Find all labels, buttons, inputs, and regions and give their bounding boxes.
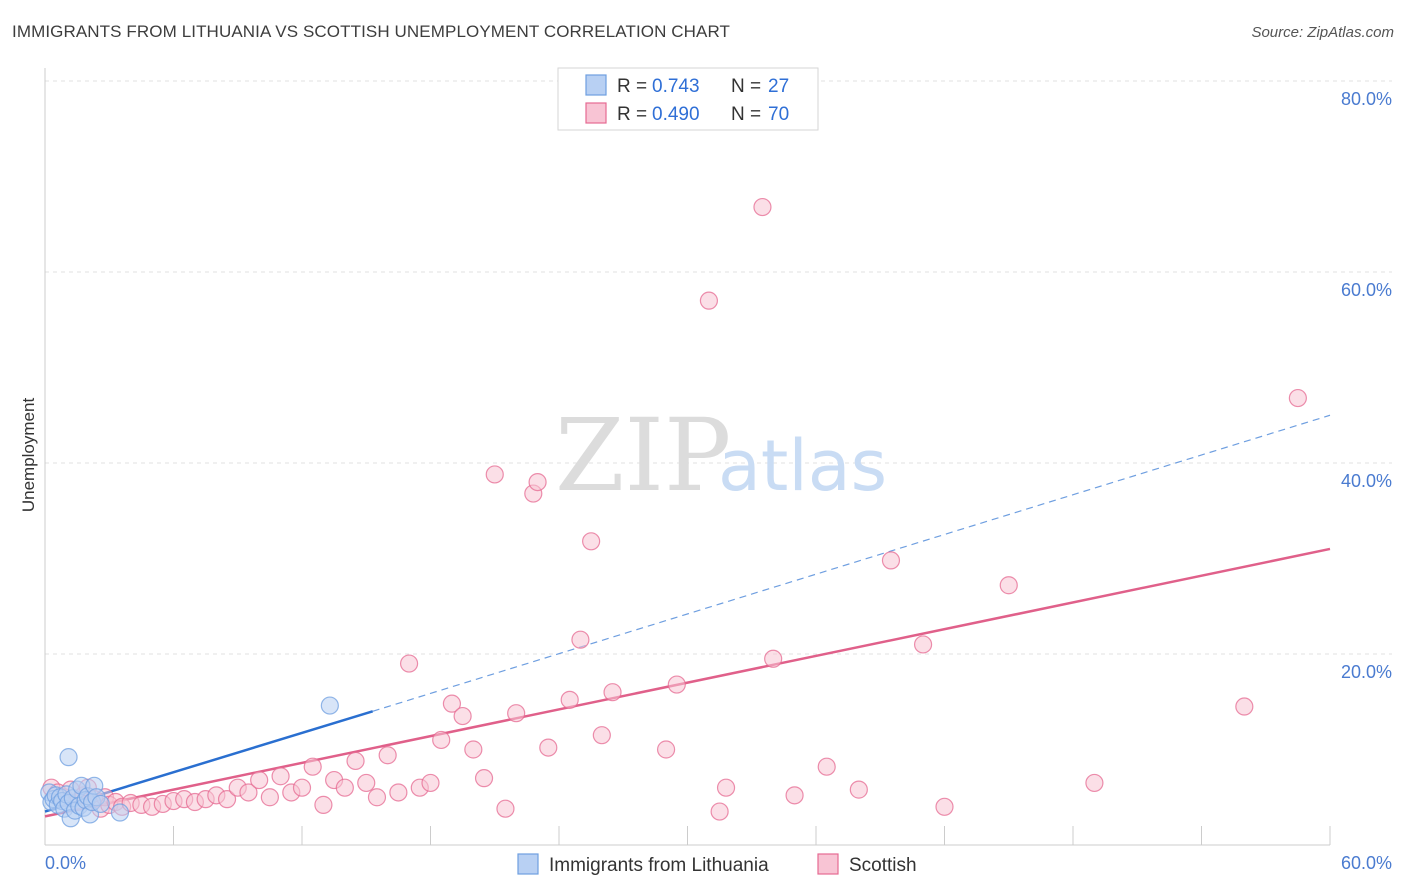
x-tick-label-end: 60.0% [1341,853,1392,873]
legend-n-label-1: N = [731,76,761,97]
point-scottish [849,780,868,799]
bottom-legend-label-lithuania[interactable]: Immigrants from Lithuania [549,855,769,876]
bottom-legend-swatch-scottish[interactable] [817,853,839,875]
point-scottish [1235,697,1254,716]
y-tick-label: 60.0% [1341,280,1392,300]
point-scottish [453,706,472,726]
point-lithuania [320,696,339,715]
x-tick-label-start: 0.0% [45,853,86,873]
point-scottish [999,576,1018,595]
point-scottish [656,740,676,759]
legend-r-label-1: R = [617,76,647,97]
point-lithuania [91,794,110,814]
point-scottish [582,532,601,551]
point-scottish [528,473,547,492]
point-scottish [710,802,729,821]
point-scottish [271,767,290,786]
trend-line-scottish [44,547,1331,818]
legend-r-label-2: R = [617,104,647,125]
x-tick-labels: 0.0% 60.0% [45,853,1392,873]
point-scottish [303,757,322,776]
legend-n-value-1: 27 [768,76,789,97]
bottom-legend-swatch-lithuania[interactable] [517,853,539,875]
point-scottish [442,694,462,713]
point-scottish [239,783,258,802]
point-scottish [913,635,933,654]
grid-lines [45,80,1392,655]
watermark-atlas: atlas [718,425,887,507]
point-scottish [292,778,312,797]
chart-source: Source: ZipAtlas.com [1251,24,1394,41]
point-scottish [881,551,901,570]
point-scottish [260,788,279,807]
point-scottish [335,778,354,797]
y-tick-labels: 20.0% 40.0% 60.0% 80.0% [1341,89,1392,682]
y-tick-label: 80.0% [1341,89,1392,109]
legend-box[interactable]: R = 0.743 N = 27 R = 0.490 N = 70 [557,67,819,131]
point-scottish [399,654,419,673]
legend-swatch-scottish [585,102,607,124]
point-scottish [217,790,237,809]
bottom-legend-label-scottish[interactable]: Scottish [849,855,917,876]
y-axis-label: Unemployment [19,398,38,513]
point-scottish [699,291,719,310]
point-scottish [1288,388,1307,408]
watermark: ZIP atlas [555,397,887,514]
point-scottish [539,738,558,757]
bottom-legend: Immigrants from Lithuania Scottish [517,853,917,876]
point-scottish [571,630,590,649]
point-scottish [764,649,783,668]
point-scottish [378,746,397,765]
axes [44,68,1331,846]
point-scottish [367,788,387,807]
point-scottish [507,704,526,723]
point-scottish [667,675,686,694]
legend-n-label-2: N = [731,104,761,125]
point-scottish [357,773,376,793]
point-scottish [753,197,772,217]
point-scottish [560,690,579,709]
point-scottish [935,797,954,816]
point-scottish [1085,773,1104,793]
y-tick-label: 20.0% [1341,662,1392,682]
chart-title: IMMIGRANTS FROM LITHUANIA VS SCOTTISH UN… [12,22,731,41]
point-scottish [432,730,451,750]
legend-swatch-lithuania [585,74,607,96]
data-points [40,197,1307,828]
point-scottish [250,770,269,790]
point-scottish [346,751,365,771]
point-scottish [314,795,333,814]
point-scottish [485,465,504,484]
watermark-zip: ZIP [555,397,731,514]
point-lithuania [59,748,78,767]
point-lithuania [110,803,130,822]
point-scottish [716,778,736,797]
point-scottish [421,773,440,793]
point-scottish [603,683,622,702]
point-scottish [464,740,483,759]
y-tick-label: 40.0% [1341,471,1392,491]
legend-n-value-2: 70 [768,104,789,125]
legend-r-value-2: 0.490 [652,104,700,125]
legend-r-value-1: 0.743 [652,76,700,97]
point-scottish [389,783,408,802]
point-scottish [474,769,494,788]
point-scottish [817,757,836,776]
point-scottish [592,726,611,745]
point-scottish [496,799,515,818]
point-scottish [785,786,804,805]
